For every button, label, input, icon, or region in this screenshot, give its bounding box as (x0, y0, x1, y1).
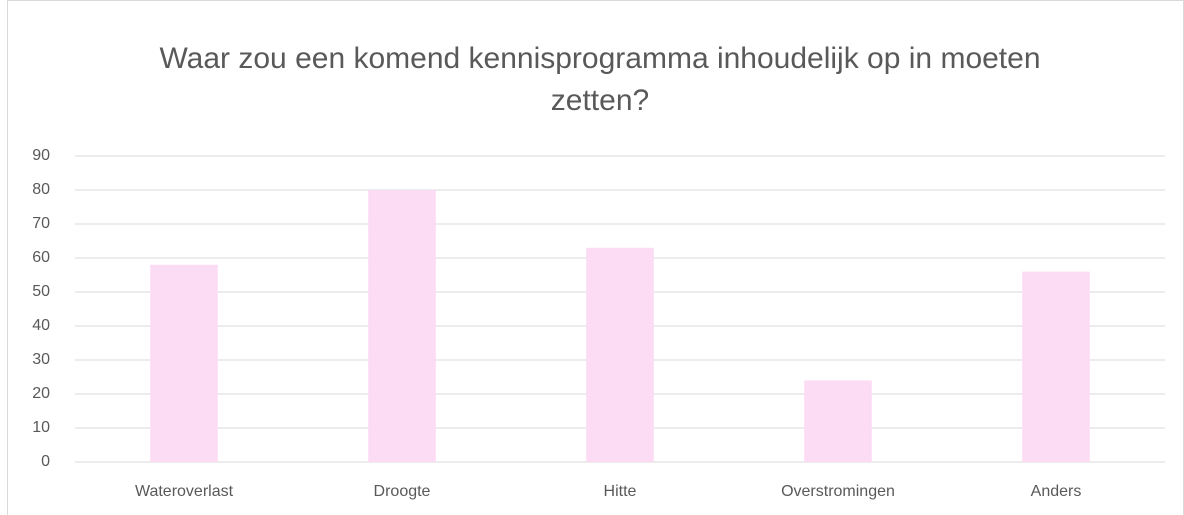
y-tick-label: 50 (32, 283, 50, 300)
y-tick-label: 90 (32, 147, 50, 164)
bar (150, 264, 218, 462)
bar (368, 190, 436, 462)
y-tick-label: 80 (32, 181, 50, 198)
x-tick-label: Hitte (604, 483, 637, 500)
bar (586, 247, 654, 462)
y-tick-label: 60 (32, 249, 50, 266)
y-tick-label: 10 (32, 419, 50, 436)
chart-title: Waar zou een komend kennisprogramma inho… (159, 42, 1041, 117)
x-tick-label: Anders (1031, 483, 1082, 500)
y-tick-label: 70 (32, 215, 50, 232)
x-tick-label: Droogte (374, 483, 431, 500)
y-tick-label: 20 (32, 385, 50, 402)
x-tick-label: Wateroverlast (135, 483, 234, 500)
y-tick-label: 0 (41, 453, 50, 470)
y-tick-label: 30 (32, 351, 50, 368)
bar (804, 380, 872, 462)
x-tick-label: Overstromingen (781, 483, 895, 500)
bar (1022, 271, 1090, 462)
y-tick-label: 40 (32, 317, 50, 334)
